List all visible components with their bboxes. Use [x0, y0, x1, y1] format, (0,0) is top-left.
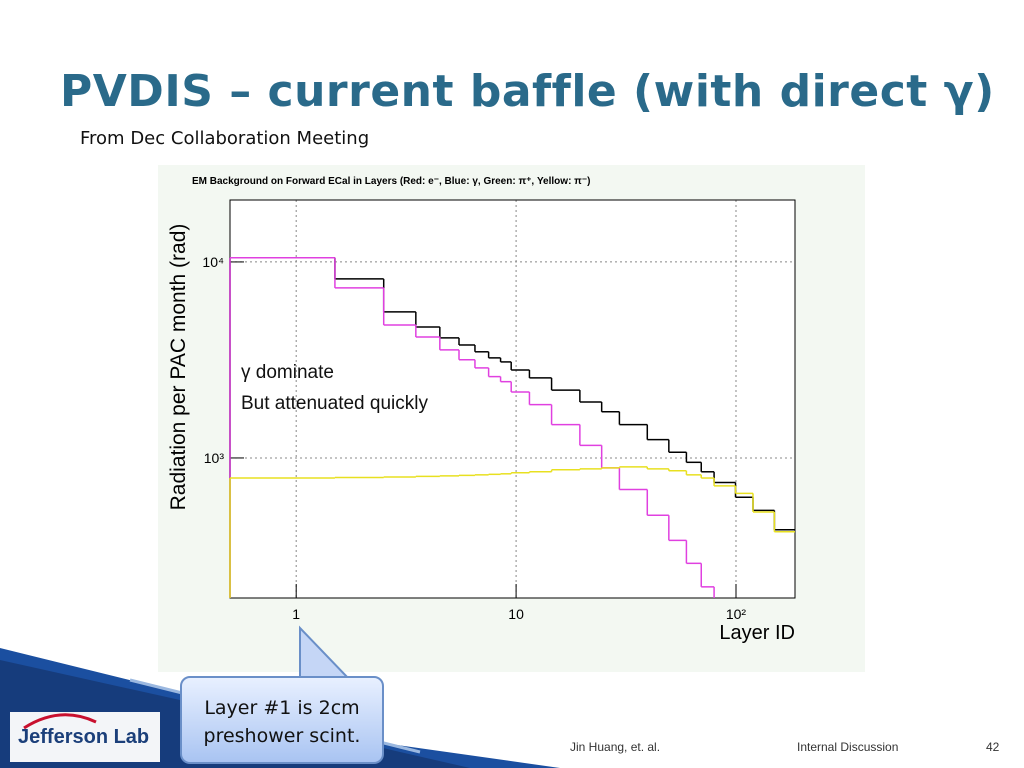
x-tick-label: 1 — [292, 606, 300, 622]
x-tick-label: 10 — [508, 606, 524, 622]
plot-area — [230, 200, 795, 598]
callout-text: preshower scint. — [203, 725, 361, 747]
y-tick-label: 10⁴ — [202, 254, 224, 270]
callout: Layer #1 is 2cm preshower scint. — [180, 676, 384, 764]
page-number: 42 — [986, 740, 1000, 754]
chart-title: EM Background on Forward ECal in Layers … — [192, 176, 590, 187]
logo-text: Jefferson Lab — [18, 726, 150, 748]
x-axis-label: Layer ID — [719, 622, 795, 644]
logo-arc — [23, 713, 97, 730]
slide-title: PVDIS – current baffle (with direct γ) — [60, 66, 995, 117]
x-tick-label: 10² — [726, 606, 747, 622]
footer-note: Internal Discussion — [797, 740, 899, 754]
footer-author: Jin Huang, et. al. — [570, 740, 661, 754]
annotation: But attenuated quickly — [241, 393, 428, 414]
y-axis-label: Radiation per PAC month (rad) — [167, 224, 190, 511]
y-tick-label: 10³ — [204, 450, 225, 466]
annotation: γ dominate — [241, 362, 334, 383]
slide-subtitle: From Dec Collaboration Meeting — [80, 128, 370, 149]
callout-text: Layer #1 is 2cm — [204, 697, 360, 719]
